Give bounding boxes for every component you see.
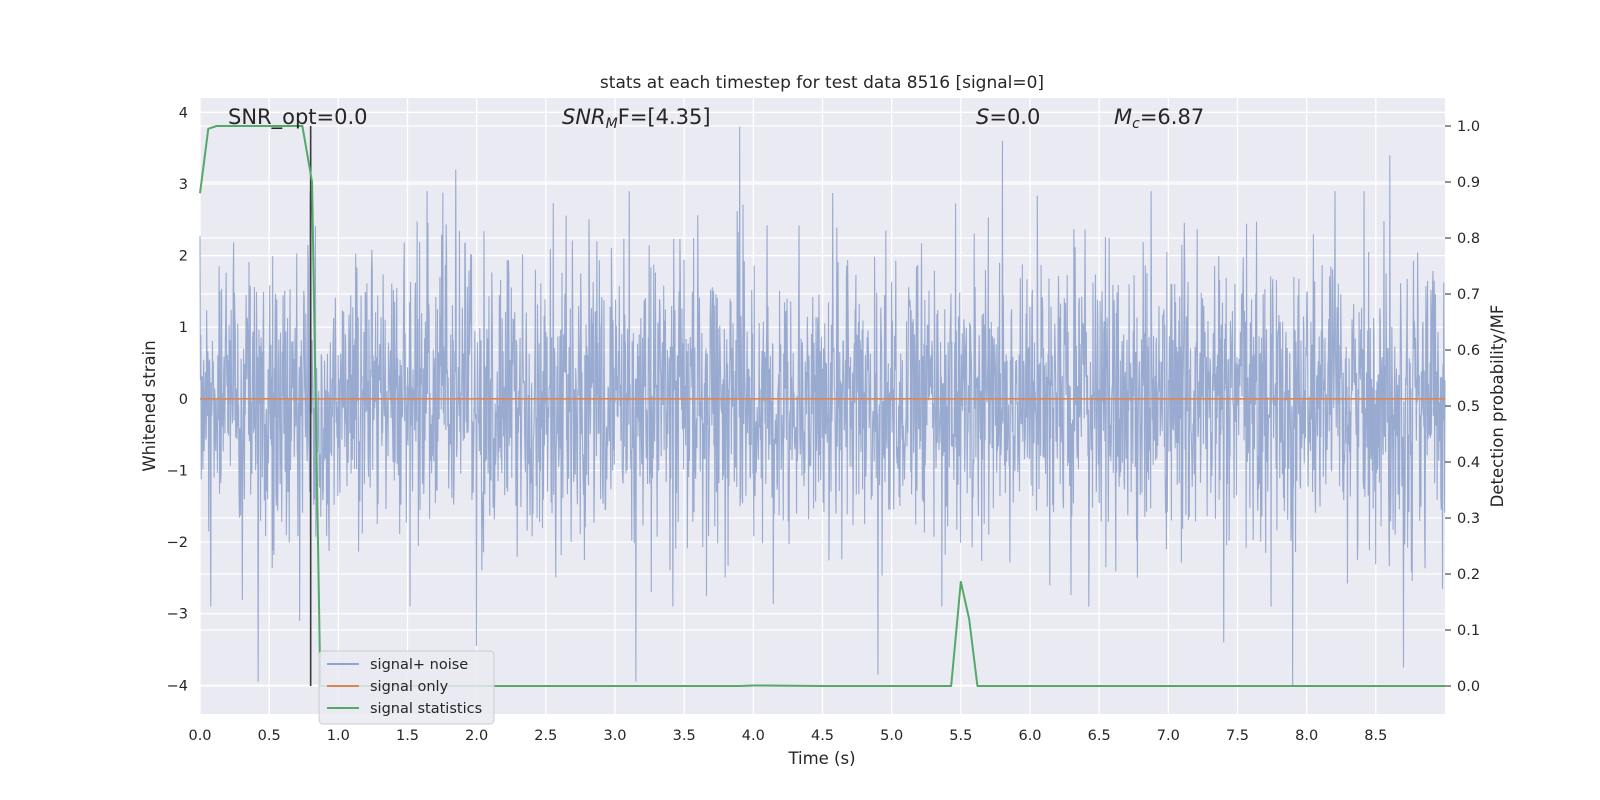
x-tick-label: 2.0 <box>465 728 488 744</box>
legend-box <box>318 650 495 725</box>
x-tick-label: 6.5 <box>1088 728 1111 744</box>
chart-title: stats at each timestep for test data 851… <box>600 73 1044 93</box>
annotation-mc: Mc=6.87 <box>1114 105 1204 132</box>
legend-label-signal-plus-noise: signal+ noise <box>370 657 468 673</box>
x-axis-label: Time (s) <box>787 749 855 768</box>
y-tick-label-right: 0.6 <box>1457 343 1480 359</box>
y-tick-label-left: 2 <box>179 249 188 265</box>
x-tick-label: 3.5 <box>673 728 696 744</box>
x-tick-label: 1.5 <box>396 728 419 744</box>
series-signal-plus-noise <box>199 126 1446 686</box>
y-tick-label-right: 0.9 <box>1457 175 1480 191</box>
x-tick-label: 3.0 <box>603 728 626 744</box>
x-tick-label: 4.0 <box>742 728 765 744</box>
y-tick-label-right: 0.1 <box>1457 623 1480 639</box>
annotation-s: S=0.0 <box>976 105 1040 129</box>
x-tick-label: 5.5 <box>949 728 972 744</box>
annotation-mc-sub: c <box>1132 116 1140 132</box>
x-tick-label: 8.5 <box>1364 728 1387 744</box>
x-axis-ticks: 0.0 0.5 1.0 1.5 2.0 2.5 3.0 3.5 4.0 4.5 5.0 5.5 6.0 6… <box>188 728 1387 744</box>
x-tick-label: 5.0 <box>880 728 903 744</box>
annotation-s-suffix: =0.0 <box>989 105 1040 129</box>
x-tick-label: 4.5 <box>811 728 834 744</box>
y-tick-label-right: 1.0 <box>1457 119 1480 135</box>
x-tick-label: 1.0 <box>327 728 350 744</box>
y-tick-label-left: −1 <box>167 463 188 479</box>
y-axis-label-right: Detection probability/MF <box>1488 305 1507 508</box>
annotation-snr-mf-sub: M <box>606 116 618 132</box>
annotation-mc-prefix: M <box>1114 105 1132 129</box>
x-tick-label: 6.0 <box>1018 728 1041 744</box>
y-tick-label-left: −3 <box>167 607 188 623</box>
y-tick-label-left: 1 <box>179 320 188 336</box>
y-tick-label-right: 0.0 <box>1457 679 1480 695</box>
legend-label-signal-statistics: signal statistics <box>370 701 482 717</box>
x-tick-label: 7.0 <box>1157 728 1180 744</box>
y-axis-label-left: Whitened strain <box>140 340 159 471</box>
x-tick-label: 8.0 <box>1295 728 1318 744</box>
y-tick-label-right: 0.3 <box>1457 511 1480 527</box>
annotation-snr-mf-suffix: F=[4.35] <box>618 105 711 129</box>
annotation-s-prefix: S <box>976 105 989 129</box>
annotation-snr-mf: SNRMF=[4.35] <box>562 105 711 132</box>
y-tick-label-left: 3 <box>179 177 188 193</box>
y-tick-label-right: 0.8 <box>1457 231 1480 247</box>
x-tick-label: 0.5 <box>258 728 281 744</box>
legend: signal+ noise signal only signal statist… <box>318 650 495 725</box>
x-tick-label: 2.5 <box>534 728 557 744</box>
annotation-snr-mf-prefix: SNR <box>562 105 606 129</box>
y-tick-label-right: 0.7 <box>1457 287 1480 303</box>
legend-label-signal-only: signal only <box>370 679 449 695</box>
annotation-mc-suffix: =6.87 <box>1140 105 1204 129</box>
y-tick-label-left: 0 <box>179 392 188 408</box>
y-tick-label-right: 0.5 <box>1457 399 1480 415</box>
y-tick-label-left: −4 <box>167 678 188 694</box>
x-tick-label: 0.0 <box>188 728 211 744</box>
x-tick-label: 7.5 <box>1226 728 1249 744</box>
annotation-snr-opt: SNR_opt=0.0 <box>228 105 368 130</box>
y-axis-ticks-right: 1.0 0.9 0.8 0.7 0.6 0.5 0.4 0.3 0.2 0.1 0.0 <box>1445 119 1480 695</box>
y-tick-label-left: 4 <box>179 105 188 121</box>
y-tick-label-left: −2 <box>167 535 188 551</box>
y-tick-label-right: 0.4 <box>1457 455 1480 471</box>
line-signal-plus-noise <box>199 126 1446 686</box>
y-axis-ticks-left: 4 3 2 1 0 −1 −2 −3 −4 <box>167 105 188 694</box>
y-tick-label-right: 0.2 <box>1457 567 1480 583</box>
line-signal-statistics <box>199 125 1445 687</box>
series-signal-statistics <box>199 125 1445 687</box>
